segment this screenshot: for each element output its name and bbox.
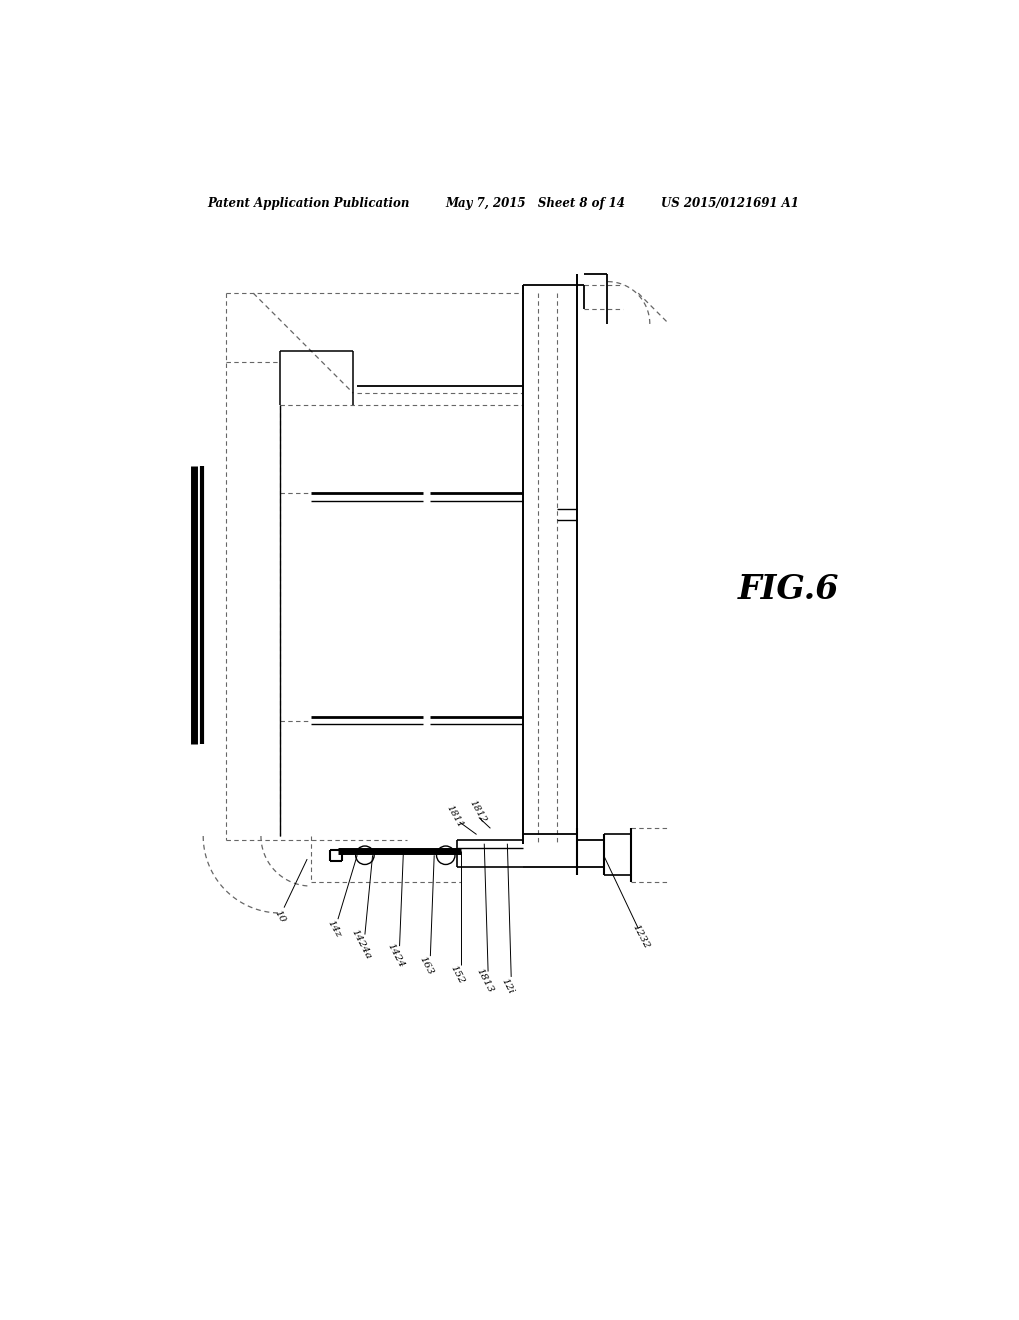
Text: 12i: 12i — [499, 977, 515, 995]
Text: 163: 163 — [418, 954, 435, 977]
Text: 10: 10 — [273, 909, 287, 925]
Text: 152: 152 — [448, 964, 466, 986]
Text: 1811: 1811 — [444, 804, 465, 830]
Text: 1812: 1812 — [468, 799, 488, 825]
Text: 1424a: 1424a — [350, 927, 372, 961]
Text: May 7, 2015   Sheet 8 of 14: May 7, 2015 Sheet 8 of 14 — [445, 197, 625, 210]
Text: 1813: 1813 — [474, 968, 494, 994]
Text: Patent Application Publication: Patent Application Publication — [207, 197, 409, 210]
Text: 1232: 1232 — [630, 923, 650, 950]
Text: FIG.6: FIG.6 — [737, 573, 839, 606]
Text: US 2015/0121691 A1: US 2015/0121691 A1 — [660, 197, 799, 210]
Text: 1424: 1424 — [385, 941, 406, 969]
Text: 14z: 14z — [325, 917, 342, 939]
